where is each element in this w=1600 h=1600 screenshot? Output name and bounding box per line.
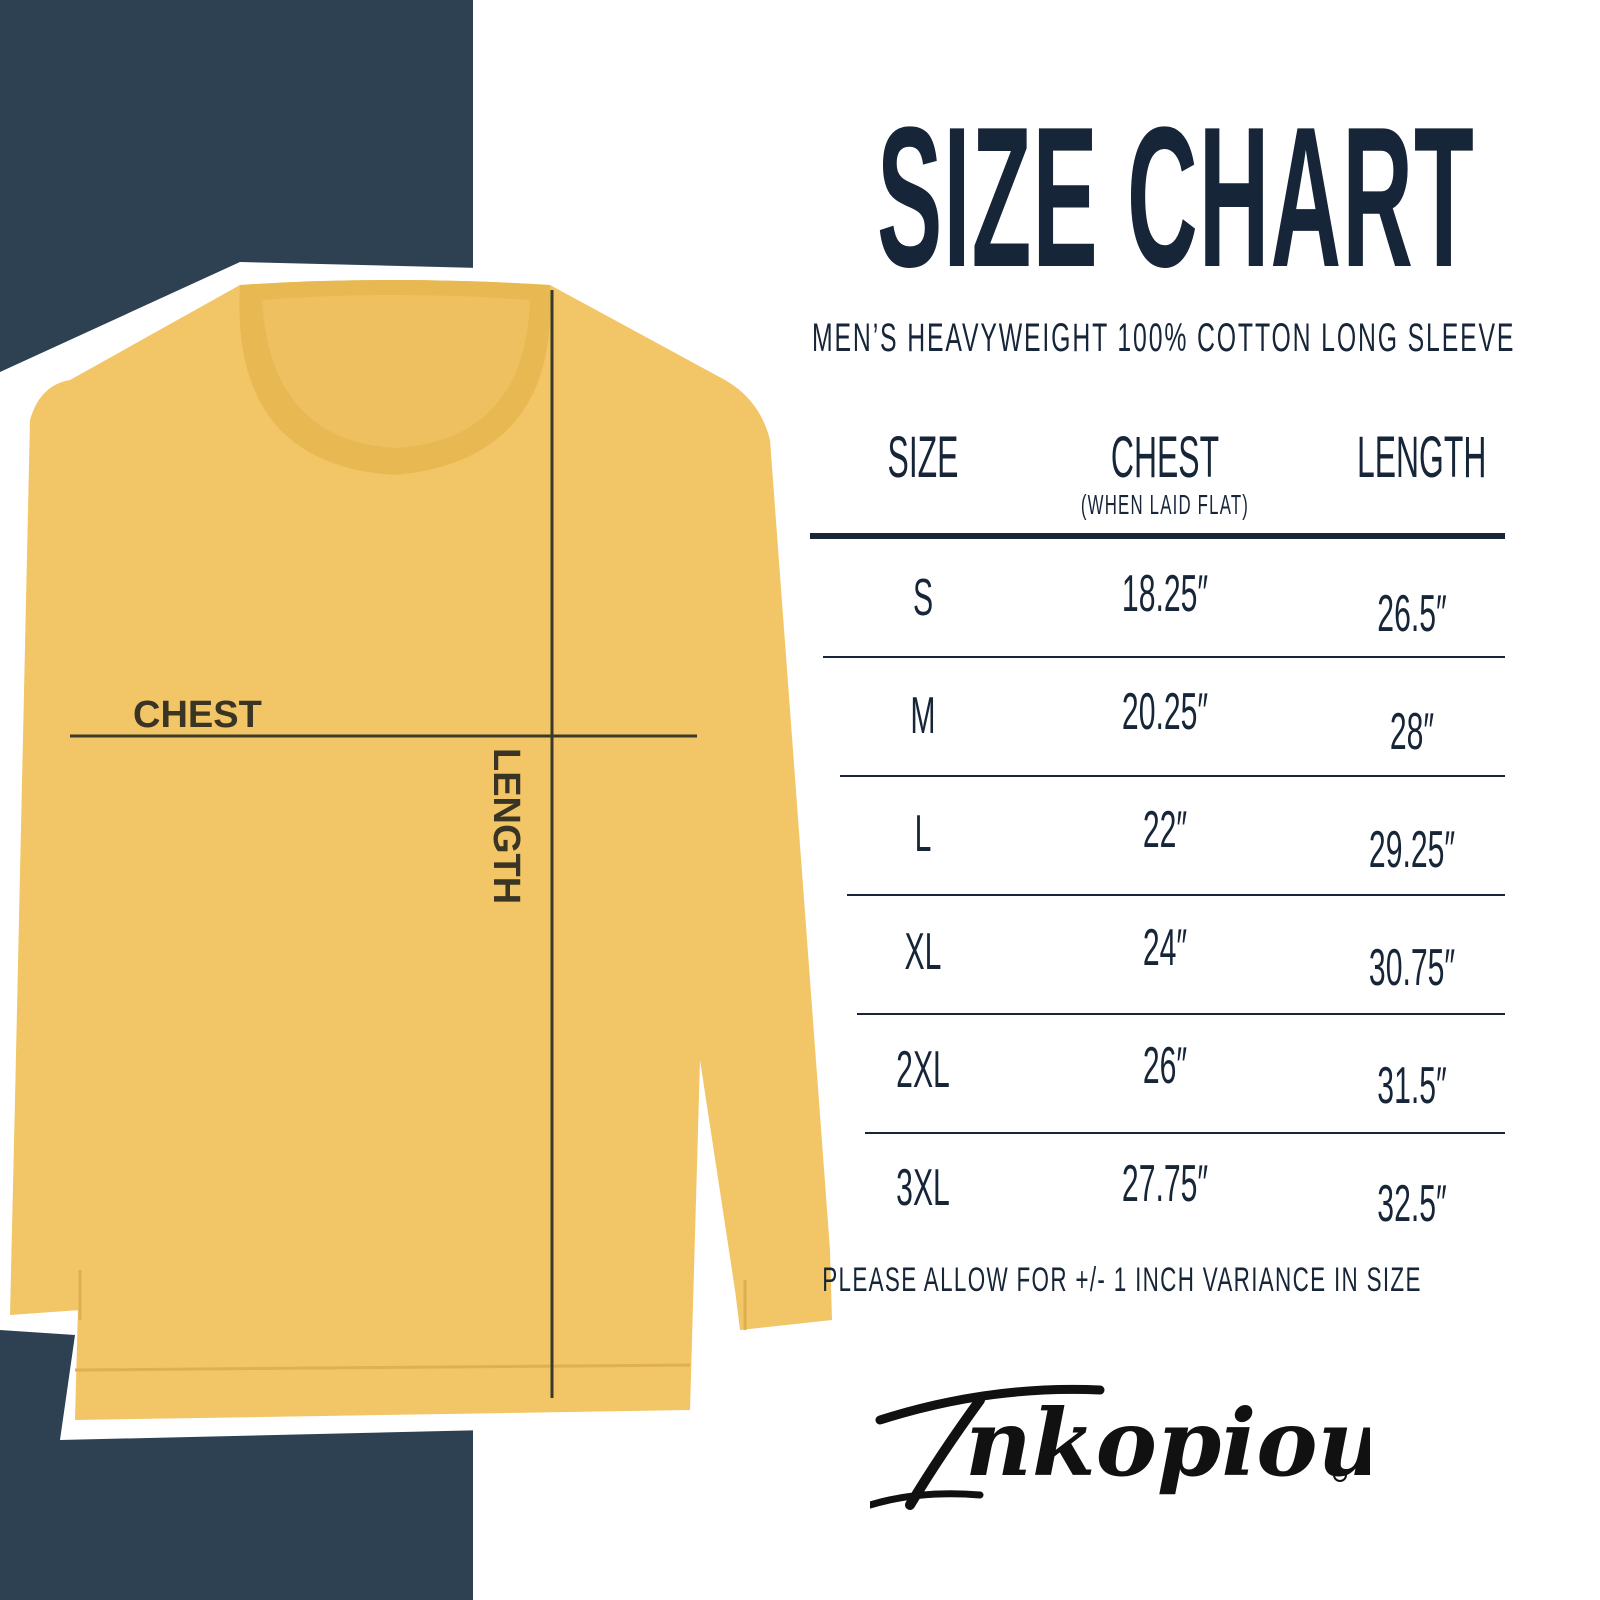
cell-size: L: [914, 805, 932, 863]
svg-text:nkopious: nkopious: [965, 1389, 1370, 1497]
length-label: LENGTH: [485, 748, 527, 905]
row-divider: [840, 775, 1505, 777]
cell-length: 30.75″: [1368, 939, 1456, 997]
cell-chest: 26″: [1142, 1037, 1188, 1095]
brand-logo: nkopious: [870, 1384, 1370, 1510]
row-divider: [823, 656, 1505, 658]
cell-length: 26.5″: [1377, 585, 1447, 643]
shirt-neck-inside: [262, 295, 530, 448]
cell-length: 28″: [1389, 703, 1435, 761]
header-divider: [810, 533, 1505, 539]
cell-size: M: [910, 687, 936, 745]
header-size: SIZE: [887, 425, 959, 490]
cell-chest: 27.75″: [1121, 1155, 1209, 1213]
cell-size: S: [912, 569, 934, 627]
variance-note: PLEASE ALLOW FOR +/- 1 INCH VARIANCE IN …: [822, 1261, 1422, 1299]
cell-size: 3XL: [896, 1159, 950, 1217]
shirt-body: [10, 280, 832, 1420]
chest-label: CHEST: [133, 694, 262, 736]
cell-length: 32.5″: [1377, 1175, 1447, 1233]
row-divider: [857, 1013, 1505, 1015]
cell-size: XL: [904, 923, 942, 981]
row-divider: [865, 1132, 1505, 1134]
row-divider: [847, 894, 1505, 896]
header-chest-note: (WHEN LAID FLAT): [1080, 489, 1250, 520]
header-chest: CHEST: [1110, 425, 1220, 490]
cell-length: 29.25″: [1368, 821, 1456, 879]
product-subtitle: MEN’S HEAVYWEIGHT 100% COTTON LONG SLEEV…: [812, 316, 1516, 360]
cell-chest: 24″: [1142, 919, 1188, 977]
header-length: LENGTH: [1357, 425, 1487, 490]
page-title: SIZE CHART: [877, 86, 1475, 309]
cell-size: 2XL: [896, 1041, 950, 1099]
cell-length: 31.5″: [1377, 1057, 1447, 1115]
cell-chest: 18.25″: [1121, 565, 1209, 623]
cell-chest: 20.25″: [1121, 683, 1209, 741]
cell-chest: 22″: [1142, 801, 1188, 859]
